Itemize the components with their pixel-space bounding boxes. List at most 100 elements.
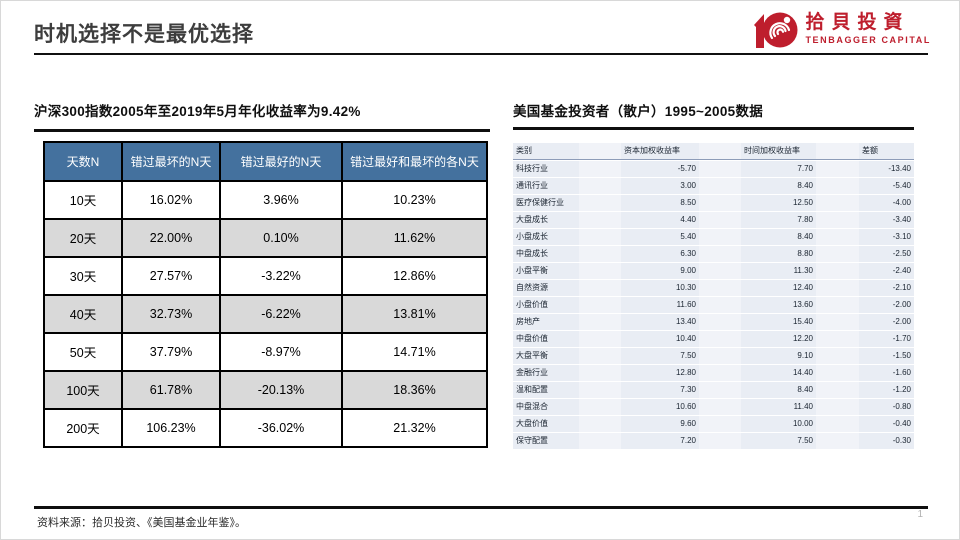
table-row: 50天 37.79% -8.97% 14.71% [43,331,488,372]
category-cell: 房地产 [513,313,579,330]
spacer-cell [816,211,859,228]
table-row: 30天 27.57% -3.22% 12.86% [43,255,488,296]
spacer-cell [699,262,741,279]
page-number: 1 [917,509,923,520]
spacer-cell [699,194,741,211]
csi300-missed-days-table: 天数N 错过最坏的N天 错过最好的N天 错过最好和最坏的各N天 10天 16.02% 3.… [43,140,488,448]
column-header: 差额 [859,142,914,160]
cell: 18.36% [341,369,488,410]
capital-weighted-return-cell: 5.40 [621,228,699,245]
logo-text: 拾貝投資 TENBAGGER CAPITAL [805,12,931,46]
category-cell: 中盘成长 [513,245,579,262]
table-row: 中盘成长 6.30 8.80 -2.50 [513,245,914,262]
left-table-title: 沪深300指数2005年至2019年5月年化收益率为9.42% [34,104,361,119]
capital-weighted-return-cell: 7.30 [621,381,699,398]
spacer-cell [579,364,621,381]
category-cell: 大盘平衡 [513,347,579,364]
source-note: 资料来源：拾贝投资、《美国基金业年鉴》。 [37,517,246,529]
difference-cell: -5.40 [859,177,914,194]
capital-weighted-return-cell: 10.60 [621,398,699,415]
difference-cell: -3.40 [859,211,914,228]
table-row: 大盘平衡 7.50 9.10 -1.50 [513,347,914,364]
spacer-cell [699,160,741,177]
spacer-cell [579,160,621,177]
left-table-head: 天数N 错过最坏的N天 错过最好的N天 错过最好和最坏的各N天 [43,140,488,182]
cell: 3.96% [219,179,343,220]
capital-weighted-return-cell: 9.00 [621,262,699,279]
time-weighted-return-cell: 11.30 [741,262,816,279]
spacer-cell [579,228,621,245]
difference-cell: -1.60 [859,364,914,381]
footer-divider [34,506,928,509]
cell: 11.62% [341,217,488,258]
spacer-cell [816,432,859,449]
category-cell: 温和配置 [513,381,579,398]
category-cell: 自然资源 [513,279,579,296]
cell: 10天 [43,179,123,220]
title-divider [34,53,928,55]
spacer-cell [816,364,859,381]
cell: 50天 [43,331,123,372]
time-weighted-return-cell: 7.50 [741,432,816,449]
difference-cell: -2.00 [859,313,914,330]
time-weighted-return-cell: 8.40 [741,228,816,245]
capital-weighted-return-cell: 4.40 [621,211,699,228]
spacer-cell [816,142,859,160]
category-cell: 大盘价值 [513,415,579,432]
table-row: 10天 16.02% 3.96% 10.23% [43,179,488,220]
column-header: 时间加权收益率 [741,142,816,160]
spacer-cell [699,228,741,245]
category-cell: 保守配置 [513,432,579,449]
cell: -36.02% [219,407,343,448]
table-row: 100天 61.78% -20.13% 18.36% [43,369,488,410]
difference-cell: -2.10 [859,279,914,296]
category-cell: 小盘平衡 [513,262,579,279]
category-cell: 科技行业 [513,160,579,177]
cell: 13.81% [341,293,488,334]
time-weighted-return-cell: 8.40 [741,177,816,194]
cell: -6.22% [219,293,343,334]
time-weighted-return-cell: 15.40 [741,313,816,330]
us-fund-investors-table: 类别 资本加权收益率 时间加权收益率 差额 科技行业 -5.70 7.70 -13.40 通讯… [513,142,914,450]
spacer-cell [699,432,741,449]
spacer-cell [816,398,859,415]
table-row: 房地产 13.40 15.40 -2.00 [513,313,914,330]
table-row: 金融行业 12.80 14.40 -1.60 [513,364,914,381]
difference-cell: -13.40 [859,160,914,177]
spacer-cell [816,228,859,245]
time-weighted-return-cell: 13.60 [741,296,816,313]
spacer-cell [699,347,741,364]
spacer-cell [816,279,859,296]
spacer-cell [579,177,621,194]
capital-weighted-return-cell: 9.60 [621,415,699,432]
spacer-cell [579,381,621,398]
spacer-cell [699,279,741,296]
difference-cell: -4.00 [859,194,914,211]
table-row: 医疗保健行业 8.50 12.50 -4.00 [513,194,914,211]
column-header: 资本加权收益率 [621,142,699,160]
spacer-cell [579,432,621,449]
logo-name-cn: 拾貝投資 [805,12,910,33]
capital-weighted-return-cell: 8.50 [621,194,699,211]
spacer-cell [579,398,621,415]
spacer-cell [579,142,621,160]
table-row: 自然资源 10.30 12.40 -2.10 [513,279,914,296]
table-row: 科技行业 -5.70 7.70 -13.40 [513,160,914,177]
left-table-body: 10天 16.02% 3.96% 10.23% 20天 22.00% 0.10% 11.62%… [43,179,488,448]
spacer-cell [699,381,741,398]
cell: 200天 [43,407,123,448]
spacer-cell [699,313,741,330]
spacer-cell [579,313,621,330]
table-row: 中盘价值 10.40 12.20 -1.70 [513,330,914,347]
table-row: 小盘价值 11.60 13.60 -2.00 [513,296,914,313]
capital-weighted-return-cell: 7.20 [621,432,699,449]
spacer-cell [816,245,859,262]
spacer-cell [816,415,859,432]
time-weighted-return-cell: 7.70 [741,160,816,177]
table-row: 20天 22.00% 0.10% 11.62% [43,217,488,258]
spacer-cell [816,194,859,211]
left-title-divider [34,129,490,132]
difference-cell: -1.70 [859,330,914,347]
spacer-cell [816,330,859,347]
logo-name-en: TENBAGGER CAPITAL [805,35,931,45]
